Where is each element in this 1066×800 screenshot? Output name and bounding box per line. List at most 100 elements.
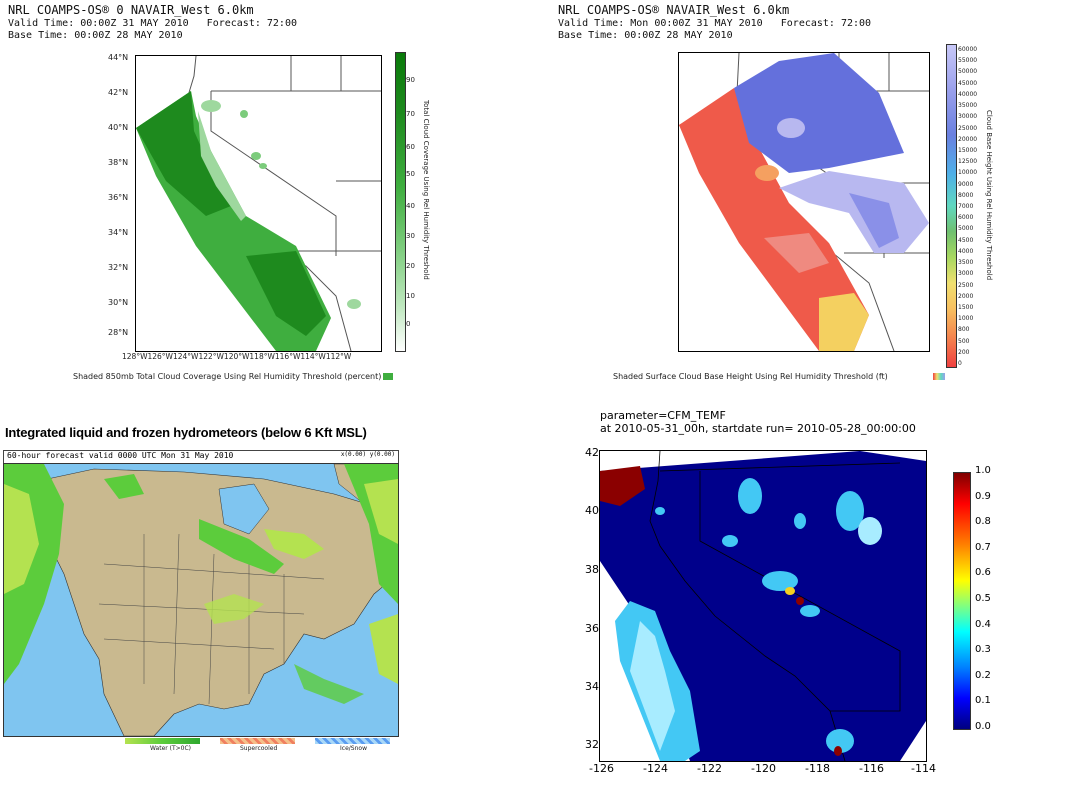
panel2-cbar-label: 4000 bbox=[958, 247, 974, 255]
panel2-cbar-label: 800 bbox=[958, 326, 970, 334]
panel2-cbar-label: 50000 bbox=[958, 68, 978, 76]
panel2-cbar-label: 500 bbox=[958, 337, 970, 345]
panel4-y-tick: 32 bbox=[585, 738, 599, 751]
panel1-caption: Shaded 850mb Total Cloud Coverage Using … bbox=[73, 372, 382, 381]
panel2-cbar-label: 20000 bbox=[958, 135, 978, 143]
panel1-cbar-label: 30 bbox=[406, 232, 415, 240]
panel3-legend-supercooled-swatch bbox=[220, 738, 295, 744]
panel1-cbar-label: 0 bbox=[406, 320, 411, 328]
panel1-cbar-label: 50 bbox=[406, 170, 415, 178]
panel2-cbar-label: 25000 bbox=[958, 124, 978, 132]
panel2-cbar-label: 55000 bbox=[958, 57, 978, 65]
panel4-x-tick: -116 bbox=[859, 762, 884, 775]
panel2-map bbox=[678, 52, 930, 352]
panel2-cbar-label: 1500 bbox=[958, 303, 974, 311]
panel4-cbar-label: 0.5 bbox=[975, 593, 991, 604]
panel4-x-tick: -120 bbox=[751, 762, 776, 775]
panel4-map bbox=[599, 450, 927, 762]
panel2-header-line2: Valid Time: Mon 00:00Z 31 MAY 2010 Forec… bbox=[558, 18, 872, 29]
panel4-cbar-label: 0.6 bbox=[975, 567, 991, 579]
panel2-cbar-label: 4500 bbox=[958, 236, 974, 244]
panel1-header-line3: Base Time: 00:00Z 28 MAY 2010 bbox=[8, 30, 183, 41]
panel1-lat-tick: 28°N bbox=[108, 328, 129, 337]
panel1-cbar-label: 90 bbox=[406, 76, 415, 84]
panel3-legend-water: Water (T>0C) bbox=[150, 745, 192, 752]
panel1-lon-ticks: 128°W126°W124°W122°W120°W118°W116°W114°W… bbox=[122, 352, 352, 361]
panel1-header-line1: NRL COAMPS-OS® 0 NAVAIR_West 6.0km bbox=[8, 3, 254, 17]
panel-hydrometeors: Integrated liquid and frozen hydrometeor… bbox=[0, 400, 533, 800]
panel3-legend-ice-swatch bbox=[315, 738, 390, 744]
panel4-x-tick: -122 bbox=[697, 762, 722, 775]
panel3-title: Integrated liquid and frozen hydrometeor… bbox=[5, 425, 367, 440]
panel-cloud-base-height: NRL COAMPS-OS® NAVAIR_West 6.0km Valid T… bbox=[533, 0, 1066, 395]
panel1-cbar-title: Total Cloud Coverage Using Rel Humidity … bbox=[422, 100, 430, 280]
panel4-y-tick: 42 bbox=[585, 446, 599, 459]
panel3-map-graphic bbox=[4, 464, 398, 736]
panel2-cbar-label: 30000 bbox=[958, 113, 978, 121]
panel1-lat-tick: 44°N bbox=[108, 53, 129, 62]
panel1-lat-tick: 36°N bbox=[108, 193, 129, 202]
panel2-colorbar bbox=[946, 44, 957, 368]
panel2-cbar-label: 200 bbox=[958, 348, 970, 356]
panel3-info-bar: 60-hour forecast valid 0000 UTC Mon 31 M… bbox=[3, 450, 399, 464]
panel-cloud-coverage: NRL COAMPS-OS® 0 NAVAIR_West 6.0km Valid… bbox=[0, 0, 533, 395]
panel4-map-graphic bbox=[600, 451, 926, 761]
panel2-cbar-label: 12500 bbox=[958, 158, 978, 166]
panel2-cbar-label: 5000 bbox=[958, 225, 974, 233]
panel1-cbar-label: 60 bbox=[406, 143, 415, 151]
panel2-high-cloud-region bbox=[734, 53, 904, 173]
panel2-cbar-label: 3500 bbox=[958, 259, 974, 267]
panel1-colorbar bbox=[395, 52, 406, 352]
panel1-lat-tick: 32°N bbox=[108, 263, 129, 272]
panel1-lat-tick: 34°N bbox=[108, 228, 129, 237]
panel1-header-line2: Valid Time: 00:00Z 31 MAY 2010 Forecast:… bbox=[8, 18, 297, 29]
panel2-caption: Shaded Surface Cloud Base Height Using R… bbox=[613, 372, 888, 381]
panel4-cbar-label: 0.3 bbox=[975, 644, 991, 656]
panel1-cbar-label: 20 bbox=[406, 262, 415, 270]
panel1-lat-tick: 30°N bbox=[108, 298, 129, 307]
panel2-cbar-label: 35000 bbox=[958, 102, 978, 110]
panel2-cbar-label: 8000 bbox=[958, 191, 974, 199]
panel4-x-tick: -126 bbox=[589, 762, 614, 775]
panel2-cbar-label: 6000 bbox=[958, 214, 974, 222]
panel4-x-tick: -114 bbox=[911, 762, 936, 775]
panel3-map bbox=[3, 463, 399, 737]
panel2-cbar-label: 15000 bbox=[958, 146, 978, 154]
panel2-header-line3: Base Time: 00:00Z 28 MAY 2010 bbox=[558, 30, 733, 41]
panel4-y-tick: 38 bbox=[585, 563, 599, 576]
panel3-legend-ice: Ice/Snow bbox=[340, 745, 367, 752]
panel3-bar-right: x(0.00) y(0.00) bbox=[340, 451, 395, 458]
panel2-cbar-label: 9000 bbox=[958, 180, 974, 188]
panel4-cbar-label: 0.4 bbox=[975, 618, 991, 630]
panel2-cbar-label: 1000 bbox=[958, 315, 974, 323]
panel1-lat-tick: 38°N bbox=[108, 158, 129, 167]
panel3-legend-water-swatch bbox=[125, 738, 200, 744]
panel1-cbar-label: 10 bbox=[406, 292, 415, 300]
panel4-header-line1: parameter=CFM_TEMF bbox=[600, 409, 726, 422]
panel2-cbar-label: 60000 bbox=[958, 46, 978, 53]
panel4-cbar-label: 0.9 bbox=[975, 490, 991, 502]
panel1-map bbox=[135, 55, 382, 352]
panel2-cbar-label: 0 bbox=[958, 360, 962, 367]
panel-cfm-temf: parameter=CFM_TEMF at 2010-05-31_00h, st… bbox=[533, 400, 1066, 800]
panel1-lat-tick: 40°N bbox=[108, 123, 129, 132]
panel2-cbar-label: 45000 bbox=[958, 79, 978, 87]
panel1-cbar-label: 40 bbox=[406, 202, 415, 210]
panel2-cbar-label: 3000 bbox=[958, 270, 974, 278]
panel4-cbar-label: 0.7 bbox=[975, 541, 991, 553]
panel2-cbar-label: 10000 bbox=[958, 169, 978, 177]
panel4-cbar-label: 0.0 bbox=[975, 721, 991, 732]
panel2-cbar-label: 2000 bbox=[958, 292, 974, 300]
panel1-lat-tick: 42°N bbox=[108, 88, 129, 97]
panel4-cbar-label: 0.2 bbox=[975, 669, 991, 681]
panel2-cbar-title: Cloud Base Height Using Rel Humidity Thr… bbox=[985, 110, 993, 281]
panel4-x-tick: -124 bbox=[643, 762, 668, 775]
panel1-map-graphic bbox=[136, 56, 381, 351]
panel4-cbar-label: 1.0 bbox=[975, 465, 991, 476]
panel4-x-tick: -118 bbox=[805, 762, 830, 775]
panel4-cbar-label: 0.1 bbox=[975, 695, 991, 707]
panel4-y-tick: 40 bbox=[585, 504, 599, 517]
panel3-legend-supercooled: Supercooled bbox=[240, 745, 278, 752]
panel4-y-tick: 34 bbox=[585, 680, 599, 693]
panel1-cbar-label: 70 bbox=[406, 110, 415, 118]
